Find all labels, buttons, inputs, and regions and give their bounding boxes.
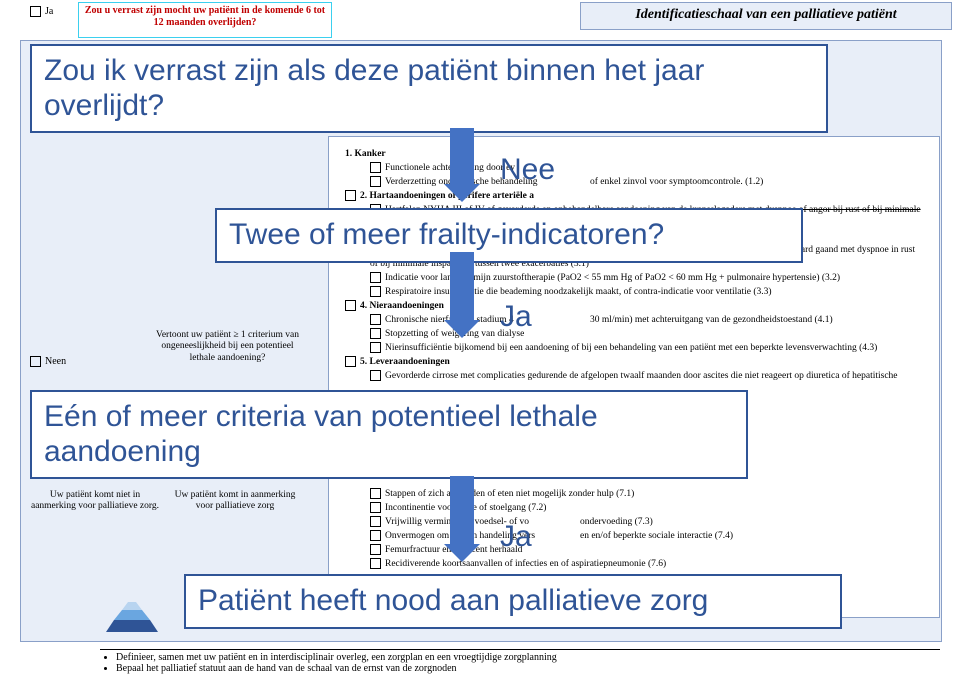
sec5-a: Gevorderde cirrose met complicaties gedu… (370, 370, 940, 382)
sec4-a2: 30 ml/min) met achteruitgang van de gezo… (590, 314, 940, 326)
top-question-cyan: Zou u verrast zijn mocht uw patiënt in d… (78, 2, 332, 38)
sec4-c: Nierinsufficiëntie bijkomend bij een aan… (370, 342, 940, 354)
arrow-2-head (444, 320, 480, 338)
conclusion-box: Patiënt heeft nood aan palliatieve zorg (184, 574, 842, 629)
arrow-1-head (444, 184, 480, 202)
federation-logo-icon (100, 598, 164, 638)
sec2-title: 2. Hartaandoeningen of perifere arteriël… (345, 190, 940, 202)
question-3-box: Eén of meer criteria van potentieel leth… (30, 390, 748, 479)
footer-line-1: Definieer, samen met uw patiënt en in in… (116, 652, 940, 663)
checkbox-neen: Neen (30, 356, 66, 367)
question-1-box: Zou ik verrast zijn als deze patiënt bin… (30, 44, 828, 133)
left-criterium: Vertoont uw patiënt ≥ 1 criterium van on… (150, 330, 305, 364)
footer-line-2: Bepaal het palliatief statuut aan de han… (116, 663, 940, 674)
sec4-title: 4. Nieraandoeningen (345, 300, 940, 312)
label-ja-2: Ja (500, 520, 532, 554)
question-2-box: Twee of meer frailty-indicatoren? (215, 208, 803, 263)
sec1-title: 1. Kanker (345, 148, 940, 160)
arrow-1 (450, 128, 474, 186)
label-ja: Ja (45, 6, 53, 17)
label-nee: Nee (500, 153, 555, 187)
left-not-eligible: Uw patiënt komt niet in aanmerking voor … (30, 490, 160, 513)
sec7-c2: ondervoeding (7.3) (580, 516, 940, 528)
label-ja-1: Ja (500, 300, 532, 334)
footer-block: Definieer, samen met uw patiënt en in in… (100, 649, 940, 674)
left-eligible: Uw patiënt komt in aanmerking voor palli… (170, 490, 300, 513)
sec5-title: 5. Leveraandoeningen (345, 356, 940, 368)
sec7-d2: en en/of beperkte sociale interactie (7.… (580, 530, 940, 542)
arrow-3 (450, 476, 474, 546)
arrow-3-head (444, 544, 480, 562)
arrow-2 (450, 252, 474, 322)
header-title: Identificatieschaal van een palliatieve … (580, 2, 952, 30)
sec1-b2: of enkel zinvol voor symptoomcontrole. (… (590, 176, 940, 188)
checkbox-ja-top: Ja (30, 6, 53, 17)
